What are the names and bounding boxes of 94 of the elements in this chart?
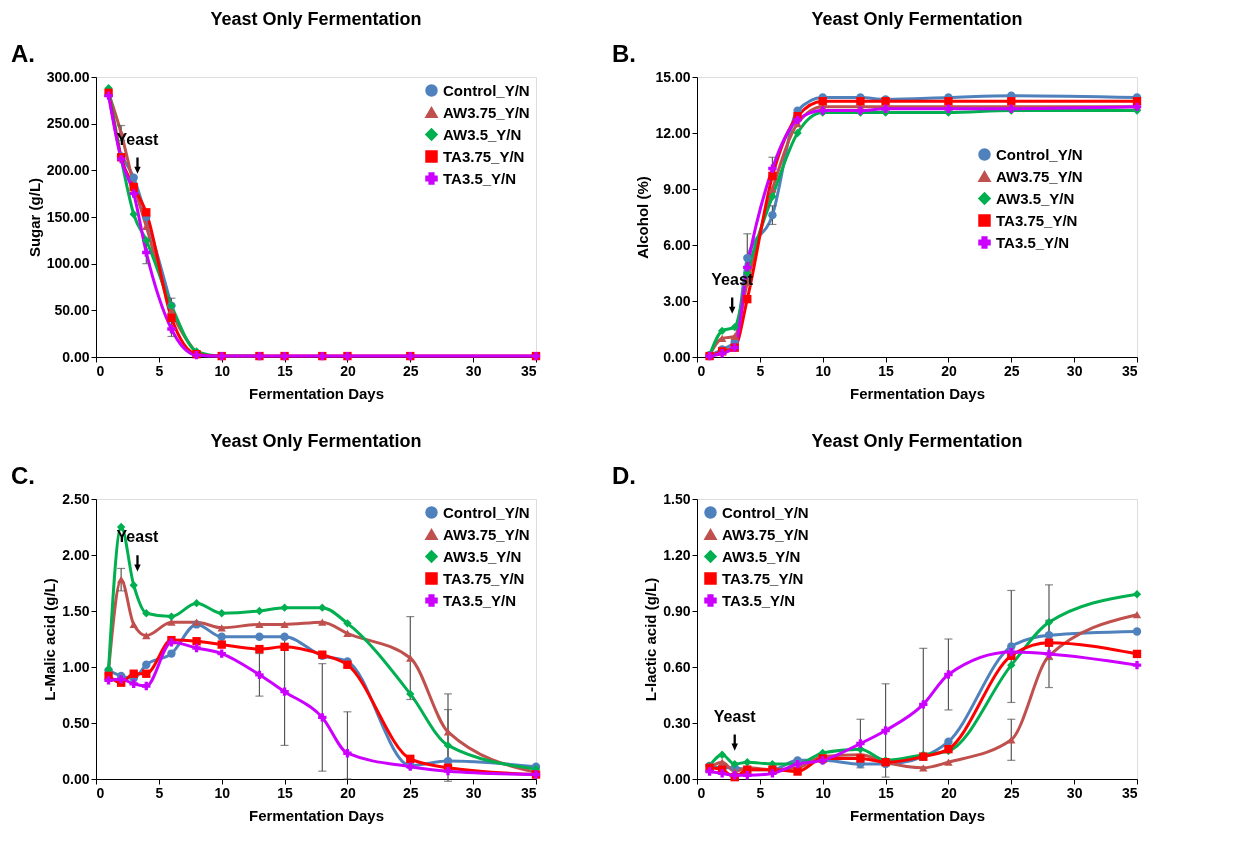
y-tick-label: 300.00 (46, 68, 90, 85)
legend-label: AW3.75_Y/N (996, 167, 1083, 185)
x-tick-label: 30 (465, 784, 482, 801)
y-tick-label: 15.00 (655, 68, 691, 85)
y-axis-title: Sugar (g/L) (25, 177, 43, 258)
y-tick-label: 9.00 (663, 180, 691, 197)
y-tick-label: 0.00 (62, 348, 90, 365)
y-tick-label: 3.00 (663, 292, 691, 309)
y-tick-label: 6.00 (663, 236, 691, 253)
legend-label: TA3.5_Y/N (996, 233, 1070, 251)
y-tick-label: 1.20 (663, 546, 691, 563)
x-tick-label: 0 (697, 784, 706, 801)
y-tick-label: 150.00 (46, 208, 90, 225)
x-axis-title: Fermentation Days (248, 384, 385, 402)
x-tick-label: 25 (403, 784, 419, 801)
y-tick-label: 2.00 (62, 546, 90, 563)
legend-label: TA3.75_Y/N (722, 569, 804, 587)
text: B. (612, 40, 636, 67)
x-tick-label: 20 (941, 362, 957, 379)
y-tick-label: 2.50 (62, 490, 90, 507)
chart-title: Yeast Only Fermentation (210, 431, 422, 451)
x-tick-label: 35 (520, 362, 537, 379)
y-tick-label: 0.60 (663, 658, 691, 675)
legend-label: AW3.5_Y/N (443, 547, 522, 565)
text: A. (11, 40, 35, 67)
legend-label: Control_Y/N (722, 503, 809, 521)
legend-label: AW3.75_Y/N (722, 525, 809, 543)
chart-title: Yeast Only Fermentation (210, 9, 422, 29)
y-tick-label: 0.90 (663, 602, 691, 619)
y-tick-label: 1.50 (663, 490, 691, 507)
y-tick-label: 200.00 (46, 161, 90, 178)
x-tick-label: 15 (277, 362, 294, 379)
x-tick-label: 15 (878, 362, 895, 379)
legend-label: TA3.5_Y/N (443, 169, 517, 187)
x-axis-title: Fermentation Days (849, 806, 986, 824)
x-tick-label: 10 (815, 362, 832, 379)
x-tick-label: 0 (96, 784, 105, 801)
y-tick-label: 1.50 (62, 602, 90, 619)
x-tick-label: 0 (96, 362, 105, 379)
legend-label: TA3.75_Y/N (443, 147, 525, 165)
chart-title: Yeast Only Fermentation (811, 9, 1023, 29)
x-tick-label: 5 (756, 784, 765, 801)
text: C. (11, 462, 35, 489)
legend-label: TA3.75_Y/N (443, 569, 525, 587)
x-tick-label: 10 (815, 784, 832, 801)
y-tick-label: 0.50 (62, 714, 90, 731)
legend-label: AW3.75_Y/N (443, 103, 530, 121)
x-tick-label: 25 (1004, 784, 1020, 801)
x-tick-label: 20 (340, 784, 356, 801)
y-tick-label: 1.00 (62, 658, 90, 675)
legend-label: AW3.5_Y/N (443, 125, 522, 143)
x-tick-label: 35 (520, 784, 537, 801)
y-tick-label: 0.00 (62, 770, 90, 787)
y-tick-label: 250.00 (46, 115, 90, 132)
x-tick-label: 30 (1066, 784, 1083, 801)
y-tick-label: 12.00 (655, 124, 691, 141)
y-axis-title: L-lactic acid (g/L) (642, 577, 660, 702)
y-tick-label: 0.30 (663, 714, 691, 731)
y-tick-label: 0.00 (663, 770, 691, 787)
annotation: Yeast (713, 707, 757, 725)
x-tick-label: 15 (878, 784, 895, 801)
chart-title: Yeast Only Fermentation (811, 431, 1023, 451)
x-tick-label: 0 (697, 362, 706, 379)
x-tick-label: 30 (465, 362, 482, 379)
x-tick-label: 10 (214, 362, 231, 379)
x-axis-title: Fermentation Days (849, 384, 986, 402)
legend-label: Control_Y/N (996, 145, 1083, 163)
y-axis-title: Alcohol (%) (634, 176, 652, 259)
x-tick-label: 15 (277, 784, 294, 801)
x-tick-label: 35 (1121, 362, 1138, 379)
text: D. (612, 462, 636, 489)
y-axis-title: L-Malic acid (g/L) (41, 578, 59, 701)
x-tick-label: 35 (1121, 784, 1138, 801)
legend-label: AW3.5_Y/N (722, 547, 801, 565)
x-tick-label: 5 (756, 362, 765, 379)
x-tick-label: 5 (155, 784, 164, 801)
x-tick-label: 25 (1004, 362, 1020, 379)
legend-label: AW3.5_Y/N (996, 189, 1075, 207)
legend-label: TA3.75_Y/N (996, 211, 1078, 229)
y-tick-label: 0.00 (663, 348, 691, 365)
x-tick-label: 5 (155, 362, 164, 379)
x-axis-title: Fermentation Days (248, 806, 385, 824)
x-tick-label: 25 (403, 362, 419, 379)
legend-label: TA3.5_Y/N (722, 591, 796, 609)
legend-label: AW3.75_Y/N (443, 525, 530, 543)
x-tick-label: 30 (1066, 362, 1083, 379)
legend-label: Control_Y/N (443, 81, 530, 99)
legend-label: TA3.5_Y/N (443, 591, 517, 609)
y-tick-label: 50.00 (54, 301, 90, 318)
legend-label: Control_Y/N (443, 503, 530, 521)
y-tick-label: 100.00 (46, 255, 90, 272)
x-tick-label: 20 (340, 362, 356, 379)
x-tick-label: 10 (214, 784, 231, 801)
x-tick-label: 20 (941, 784, 957, 801)
